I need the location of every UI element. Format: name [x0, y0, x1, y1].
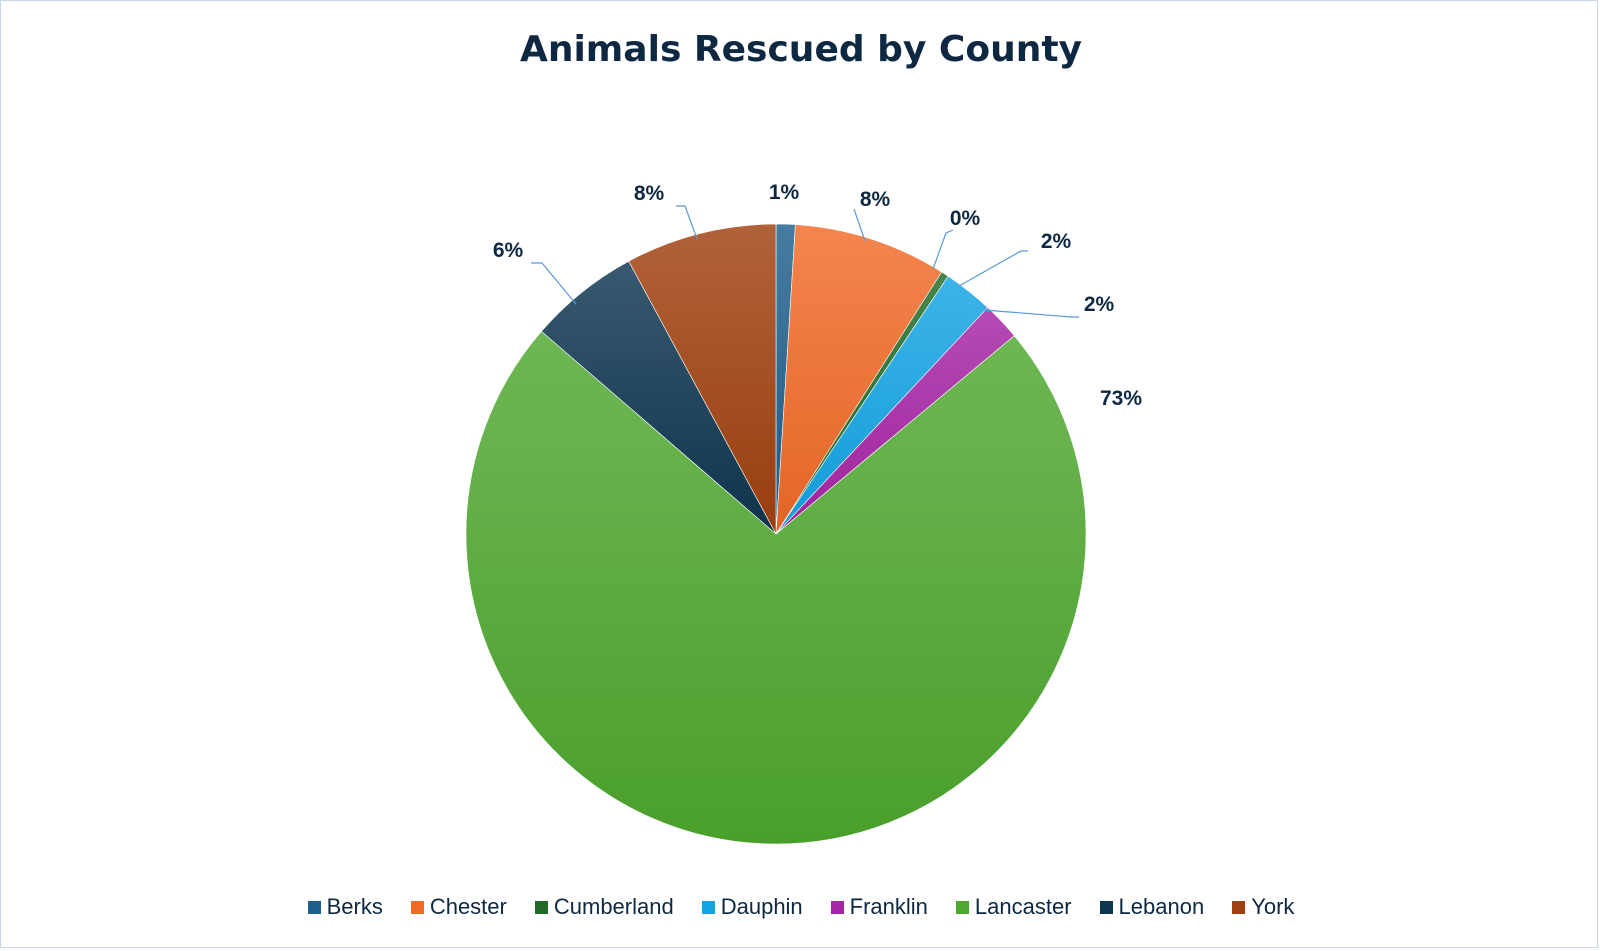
- legend-label-franklin: Franklin: [849, 894, 928, 919]
- data-label-york: 8%: [634, 182, 665, 205]
- legend-swatch-dauphin: [701, 900, 715, 914]
- legend-item-chester: Chester: [410, 894, 507, 920]
- leader-line-cumberland: [932, 229, 954, 270]
- legend-swatch-berks: [307, 900, 321, 914]
- legend-swatch-franklin: [830, 900, 844, 914]
- leader-line-dauphin: [958, 250, 1028, 287]
- legend-item-franklin: Franklin: [830, 894, 928, 920]
- legend-label-cumberland: Cumberland: [553, 894, 674, 919]
- leader-line-lebanon: [531, 262, 577, 305]
- legend-item-berks: Berks: [307, 894, 383, 920]
- legend-item-dauphin: Dauphin: [701, 894, 803, 920]
- legend-swatch-york: [1232, 900, 1246, 914]
- data-label-lebanon: 6%: [493, 239, 524, 262]
- legend-label-chester: Chester: [429, 894, 507, 919]
- legend-item-cumberland: Cumberland: [534, 894, 674, 920]
- pie-slice-chester: [775, 224, 943, 535]
- legend-item-lancaster: Lancaster: [955, 894, 1072, 920]
- legend-label-lancaster: Lancaster: [974, 894, 1072, 919]
- legend-label-york: York: [1251, 894, 1295, 919]
- legend-swatch-lancaster: [955, 900, 969, 914]
- leader-line-york: [676, 205, 698, 240]
- leader-line-franklin: [983, 309, 1079, 318]
- legend-label-lebanon: Lebanon: [1118, 894, 1205, 919]
- data-label-chester: 8%: [860, 188, 891, 211]
- legend-swatch-cumberland: [534, 900, 548, 914]
- legend: Berks Chester Cumberland Dauphin Franklin Lan…: [1, 894, 1600, 920]
- leader-line-chester: [853, 208, 866, 242]
- pie-slice-lancaster: [465, 330, 1087, 845]
- data-label-dauphin: 2%: [1041, 230, 1072, 253]
- legend-label-dauphin: Dauphin: [720, 894, 803, 919]
- legend-swatch-chester: [410, 900, 424, 914]
- legend-item-york: York: [1232, 894, 1294, 920]
- legend-item-lebanon: Lebanon: [1099, 894, 1205, 920]
- data-label-cumberland: 0%: [950, 207, 981, 230]
- data-label-franklin: 2%: [1084, 293, 1115, 316]
- data-label-berks: 1%: [769, 181, 800, 204]
- data-label-lancaster: 73%: [1100, 387, 1142, 410]
- chart-title: Animals Rescued by County: [519, 29, 1083, 70]
- legend-swatch-lebanon: [1099, 900, 1113, 914]
- pie-slice-york: [628, 223, 777, 535]
- legend-label-berks: Berks: [326, 894, 383, 919]
